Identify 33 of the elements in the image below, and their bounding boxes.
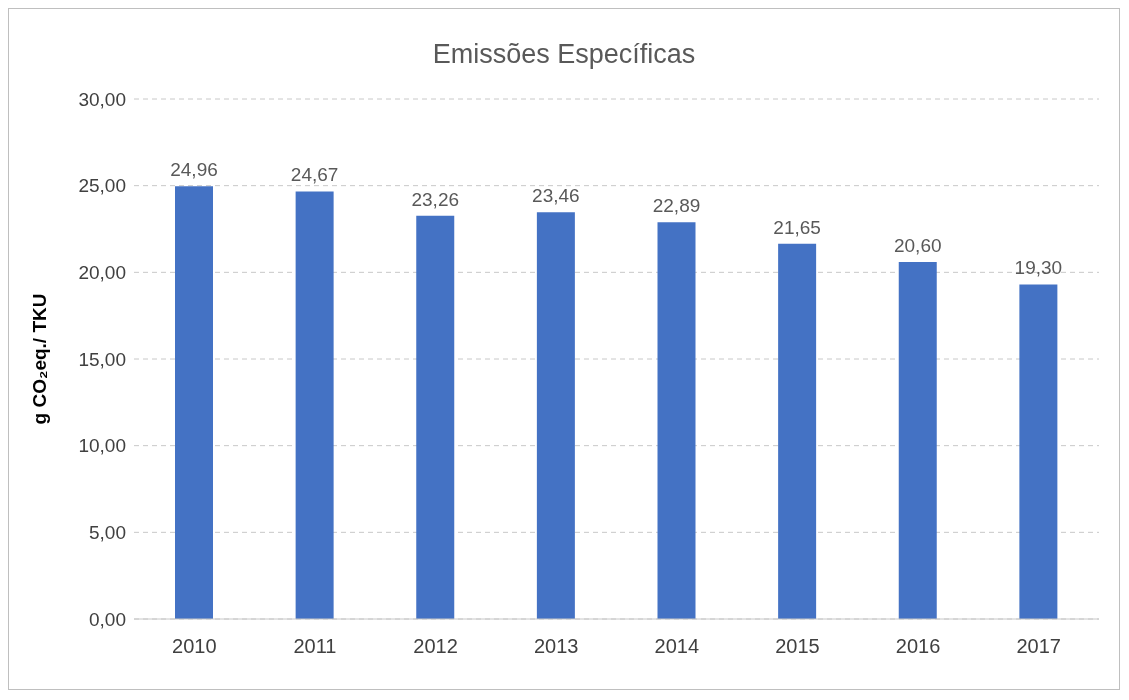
bar	[295, 191, 334, 619]
x-tick-label: 2013	[533, 635, 579, 658]
data-label: 22,89	[652, 195, 701, 217]
data-label: 23,26	[411, 188, 460, 210]
y-tick-label: 10,00	[78, 435, 126, 457]
x-tick-label: 2012	[413, 635, 458, 658]
data-label: 24,67	[290, 164, 339, 186]
x-tick-label: 2010	[172, 635, 217, 658]
data-label: 23,46	[532, 185, 580, 207]
x-tick-label: 2016	[895, 635, 941, 658]
y-tick-label: 15,00	[78, 348, 126, 370]
bar	[778, 243, 817, 619]
data-label: 19,30	[1014, 257, 1063, 279]
data-label: 24,96	[170, 159, 218, 181]
bar	[175, 186, 213, 619]
y-tick-label: 20,00	[78, 262, 126, 284]
x-tick-label: 2011	[293, 635, 337, 658]
bar	[536, 212, 575, 619]
data-label: 20,60	[893, 234, 942, 256]
x-tick-label: 2015	[775, 635, 820, 658]
y-tick-label: 5,00	[89, 522, 126, 544]
bar	[657, 222, 696, 619]
x-tick-label: 2017	[1016, 635, 1061, 658]
x-tick-label: 2014	[654, 635, 700, 658]
bar	[1019, 284, 1058, 619]
bar	[416, 215, 455, 619]
bar	[898, 261, 937, 619]
y-axis-title: g CO₂eq./ TKU	[28, 293, 50, 425]
y-tick-label: 30,00	[78, 88, 126, 110]
data-label: 21,65	[773, 216, 821, 238]
chart-title: Emissões Específicas	[431, 39, 697, 71]
y-tick-label: 25,00	[78, 175, 126, 197]
y-tick-label: 0,00	[89, 608, 126, 630]
